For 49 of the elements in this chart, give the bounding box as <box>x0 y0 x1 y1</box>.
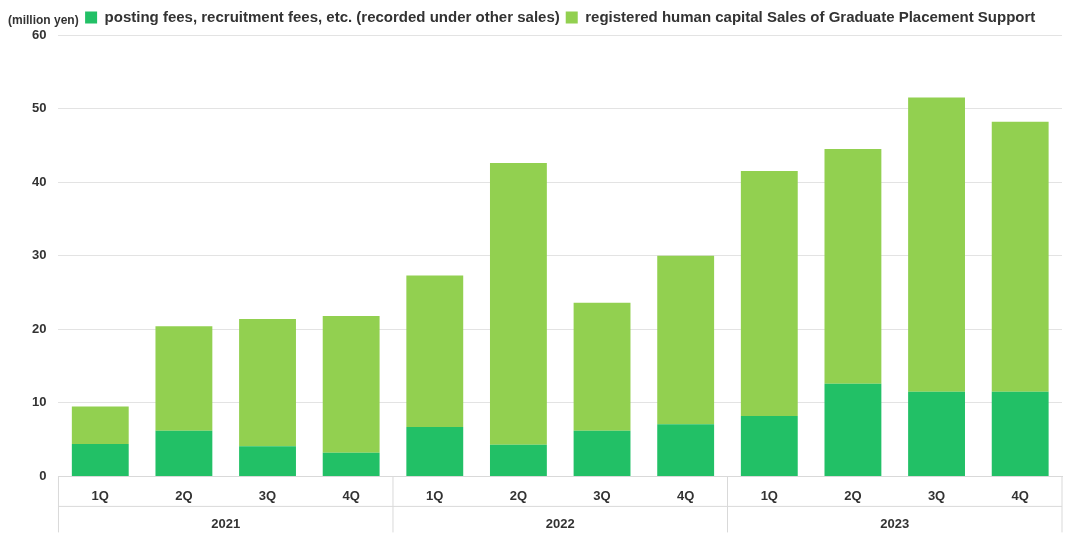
bar <box>322 316 380 453</box>
y-tick-label: 50 <box>31 100 47 116</box>
bar <box>991 121 1049 392</box>
bar <box>740 171 798 417</box>
bar <box>71 406 129 445</box>
x-tick-label: 3Q <box>927 487 946 503</box>
x-tick-label: 1Q <box>426 487 444 503</box>
x-tick-label: 2Q <box>844 487 862 503</box>
x-tick-label: 2Q <box>175 487 193 503</box>
bar <box>991 391 1049 476</box>
bar <box>908 391 965 476</box>
bar <box>824 149 882 384</box>
y-tick-label: 40 <box>31 173 47 189</box>
bar <box>657 255 715 425</box>
x-tick-label: 3Q <box>593 487 611 503</box>
y-tick-label: 30 <box>31 247 47 263</box>
x-tick-label: 4Q <box>342 487 360 503</box>
y-axis-title: (million yen) <box>8 13 79 28</box>
legend-label: registered human capital Sales of Graduate Placement Support <box>585 7 1036 25</box>
y-tick-label: 20 <box>31 320 47 336</box>
x-tick-label: 4Q <box>677 487 695 503</box>
x-tick-label: 2Q <box>509 487 528 503</box>
bar <box>239 318 296 447</box>
text: 2022 <box>545 515 575 531</box>
y-tick-label: 0 <box>39 467 47 483</box>
x-tick-label: 4Q <box>1011 487 1029 503</box>
bar <box>573 302 631 431</box>
bar <box>489 444 547 476</box>
bar <box>406 275 464 428</box>
bar <box>155 430 213 476</box>
x-tick-label: 3Q <box>258 487 277 503</box>
bar <box>740 416 798 476</box>
bar <box>239 446 296 476</box>
bar <box>322 452 380 476</box>
text: 2021 <box>211 515 241 531</box>
y-tick-label: 10 <box>31 394 47 410</box>
legend-label: posting fees, recruitment fees, etc. (recorded under other sales) <box>104 7 560 25</box>
x-tick-label: 1Q <box>91 487 109 503</box>
bar <box>824 383 882 476</box>
bar <box>71 444 129 476</box>
bar <box>406 427 464 476</box>
y-tick-label: 60 <box>31 26 47 42</box>
x-tick-label: 1Q <box>760 487 778 503</box>
bar <box>908 97 965 392</box>
bar <box>573 430 631 476</box>
text: 2023 <box>880 515 910 531</box>
bar <box>657 424 715 476</box>
bar <box>489 163 547 445</box>
bar <box>155 326 213 431</box>
